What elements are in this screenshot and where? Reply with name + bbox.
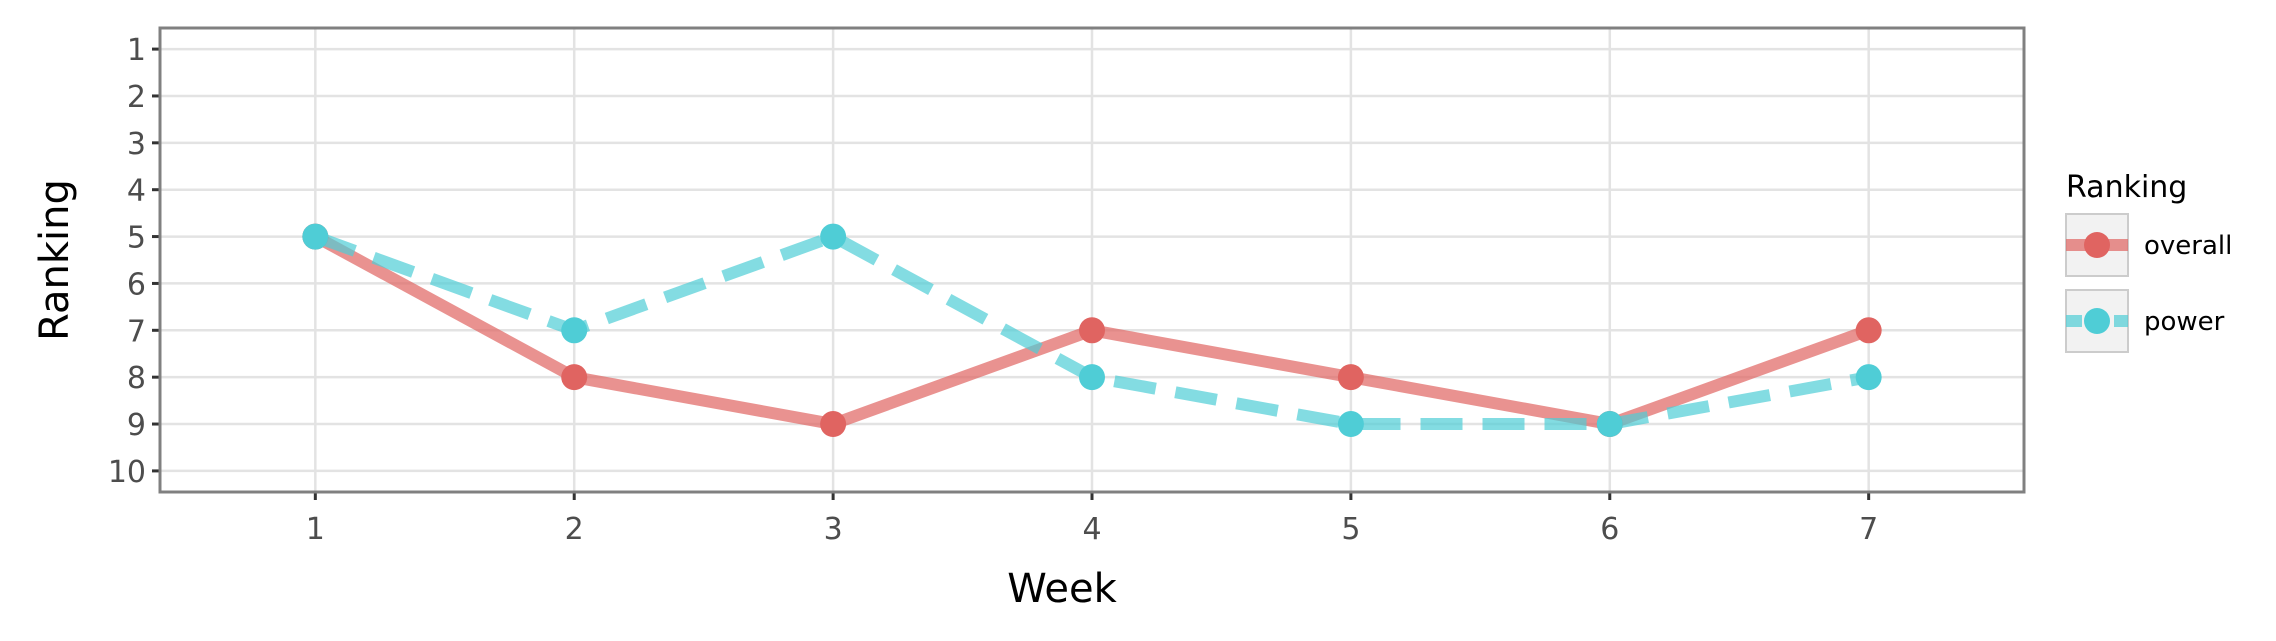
x-tick-label: 5 bbox=[1341, 512, 1360, 547]
data-point-power bbox=[561, 317, 588, 344]
y-tick-label: 8 bbox=[127, 361, 146, 396]
y-tick-label: 7 bbox=[127, 314, 146, 349]
legend-key-point bbox=[2084, 232, 2110, 258]
x-tick-label: 4 bbox=[1082, 512, 1101, 547]
x-tick-label: 3 bbox=[824, 512, 843, 547]
legend-key-point bbox=[2084, 308, 2110, 334]
y-tick-label: 3 bbox=[127, 127, 146, 162]
legend-label-overall: overall bbox=[2144, 231, 2232, 261]
data-point-power bbox=[1596, 411, 1623, 438]
x-tick-label: 1 bbox=[306, 512, 325, 547]
legend-title: Ranking bbox=[2066, 170, 2187, 205]
y-tick-label: 4 bbox=[127, 174, 146, 209]
y-tick-label: 9 bbox=[127, 408, 146, 443]
data-point-power bbox=[1079, 364, 1105, 391]
x-tick-label: 2 bbox=[565, 512, 584, 547]
y-tick-label: 6 bbox=[127, 267, 146, 302]
panel-border bbox=[158, 26, 2026, 494]
data-point-overall bbox=[820, 411, 847, 438]
grid-lines bbox=[160, 28, 2024, 492]
legend-label-power: power bbox=[2144, 307, 2225, 337]
y-tick-label: 5 bbox=[127, 221, 146, 256]
y-axis-title: Ranking bbox=[32, 179, 78, 341]
axis-ticks: 1 2 3 4 5 6 7 8 9 10 1 2 3 4 5 6 7 bbox=[108, 33, 1878, 547]
data-point-power bbox=[820, 223, 847, 250]
data-point-power bbox=[302, 223, 329, 250]
y-tick-label: 1 bbox=[127, 33, 146, 68]
legend: Ranking overall power bbox=[2065, 170, 2232, 353]
data-series bbox=[302, 223, 1882, 438]
data-point-overall bbox=[1079, 317, 1105, 344]
data-point-overall bbox=[561, 364, 588, 391]
data-point-power bbox=[1337, 411, 1364, 438]
data-point-overall bbox=[1337, 364, 1364, 391]
x-tick-label: 7 bbox=[1859, 512, 1878, 547]
data-point-overall bbox=[1855, 317, 1882, 344]
x-axis-title: Week bbox=[1007, 566, 1117, 612]
y-tick-label: 10 bbox=[108, 455, 146, 490]
x-tick-label: 6 bbox=[1600, 512, 1619, 547]
data-point-power bbox=[1855, 364, 1882, 391]
y-tick-label: 2 bbox=[127, 80, 146, 115]
